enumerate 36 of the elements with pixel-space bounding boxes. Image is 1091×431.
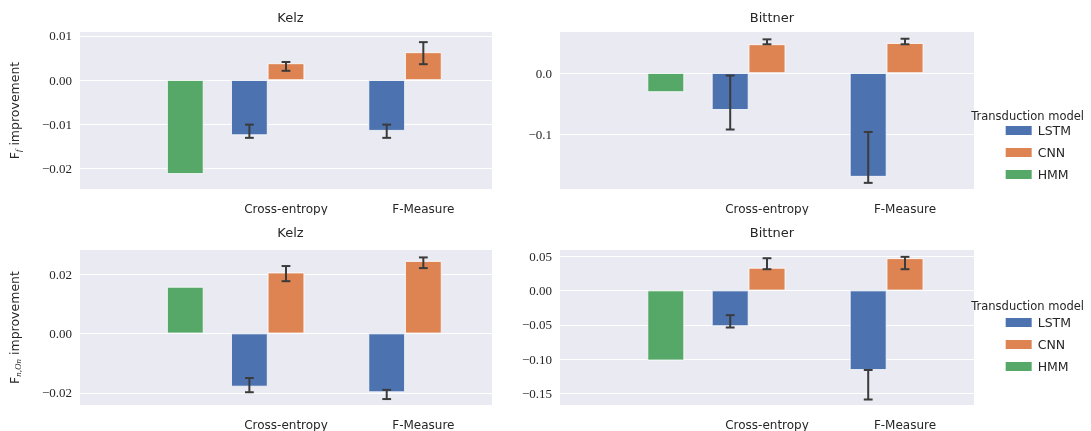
legend-label: CNN <box>1037 337 1066 352</box>
x-tick-label: F-Measure <box>392 202 455 216</box>
x-tick-label: F-Measure <box>873 202 937 216</box>
x-tick-label: Cross-entropy <box>725 202 809 216</box>
chart-title: Bittner <box>749 10 795 25</box>
y-tick-label: −0.02 <box>41 160 72 176</box>
legend-label: HMM <box>1037 359 1069 374</box>
x-tick-label: F-Measure <box>873 418 937 431</box>
chart-title: Kelz <box>277 10 304 25</box>
y-tick-label: −0.10 <box>521 351 552 367</box>
y-tick-label: −0.15 <box>521 385 552 401</box>
y-tick-label: 0.0 <box>535 65 552 81</box>
y-tick-label: −0.01 <box>41 116 72 132</box>
x-tick-label: Cross-entropy <box>244 202 328 216</box>
x-tick-label: Cross-entropy <box>725 418 809 431</box>
y-tick-label: 0.01 <box>49 28 72 44</box>
legend-title: Transduction model <box>970 299 1084 313</box>
x-tick-label: F-Measure <box>392 418 455 431</box>
chart-title: Kelz <box>277 225 304 240</box>
y-tick-label: 0.00 <box>49 325 72 341</box>
x-tick-label: Cross-entropy <box>244 418 328 431</box>
y-tick-label: 0.02 <box>49 266 72 282</box>
y-axis-title: Ff improvement <box>7 61 23 160</box>
y-tick-label: −0.05 <box>521 317 552 333</box>
legend-label: LSTM <box>1037 123 1072 138</box>
y-tick-label: −0.1 <box>528 126 552 142</box>
y-axis-title: Fn,On improvement <box>7 271 23 384</box>
y-tick-label: 0.00 <box>529 282 552 298</box>
legend-label: LSTM <box>1037 315 1072 330</box>
legend-label: HMM <box>1037 167 1069 182</box>
legend-title: Transduction model <box>970 109 1084 123</box>
chart-title: Bittner <box>749 225 795 240</box>
y-tick-label: 0.00 <box>49 72 72 88</box>
y-tick-label: −0.02 <box>41 385 72 401</box>
y-tick-label: 0.05 <box>529 248 552 264</box>
legend-label: CNN <box>1037 145 1066 160</box>
